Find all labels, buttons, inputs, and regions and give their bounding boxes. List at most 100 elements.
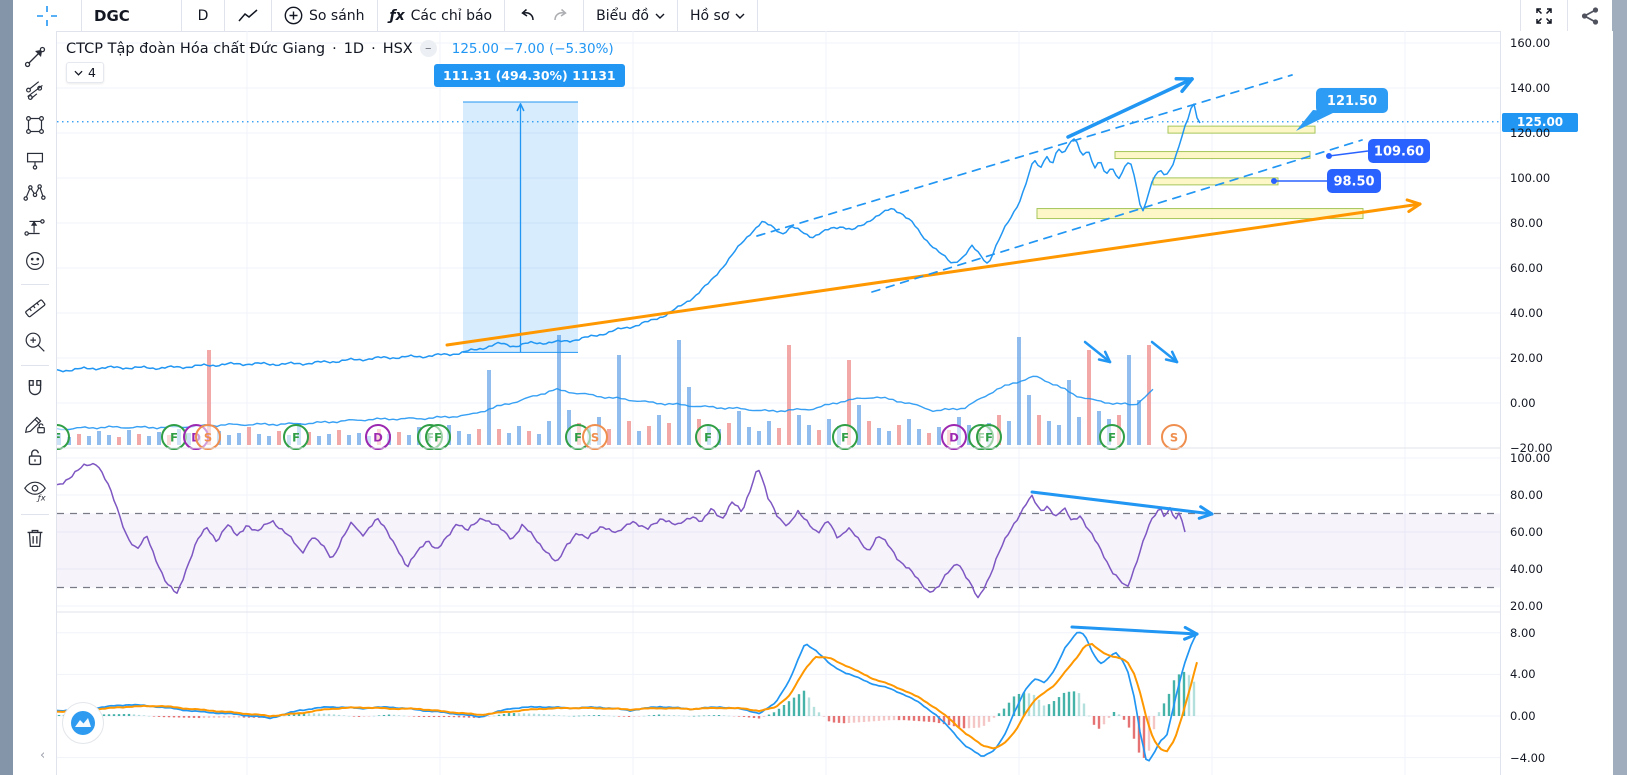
trend-arrow[interactable] [1150,340,1179,364]
event-marker[interactable]: F [161,424,187,450]
volume-bar [887,431,891,445]
trend-arrow[interactable] [1066,77,1194,139]
macd-histogram-bar [962,716,966,729]
ruler-tool[interactable] [18,291,52,325]
event-marker-letter: F [985,431,993,445]
profile-menu-button[interactable]: Hồ sơ [678,0,757,31]
price-flag[interactable]: 98.50 [1271,169,1381,193]
event-marker[interactable]: F [425,424,451,450]
object-tree-button[interactable]: 4 [66,62,104,83]
emoji-tool[interactable] [18,244,52,278]
callout-tool[interactable] [18,142,52,176]
volume-bar [1017,337,1021,445]
compare-button[interactable]: So sánh [272,0,377,31]
trash-tool[interactable] [18,521,52,555]
macd-histogram-bar [947,716,951,726]
projection-tool[interactable] [18,210,52,244]
price-flag[interactable]: 121.50 [1296,88,1388,131]
toolbar-collapse-icon[interactable]: ‹ [40,748,46,763]
platform-logo[interactable] [62,702,104,744]
hide-indicators-tool[interactable]: ƒx [18,474,52,508]
event-marker[interactable]: F [45,424,70,450]
macd-histogram-bar [1102,716,1106,725]
measure-tool-label[interactable]: 111.31 (494.30%) 11131 [434,64,625,87]
pitchfork-tool[interactable] [18,74,52,108]
macd-histogram-bar [457,716,461,718]
volume-bar [927,433,931,445]
event-marker[interactable]: F [976,424,1002,450]
toolbar-separator [504,0,506,31]
indicators-button[interactable]: ƒx Các chỉ báo [378,0,505,31]
support-resistance-zone[interactable] [1152,177,1279,186]
event-marker[interactable]: F [1099,424,1125,450]
event-marker[interactable]: S [1161,424,1187,450]
zoom-in-tool[interactable] [18,325,52,359]
event-marker[interactable]: F [283,424,309,450]
event-marker[interactable]: S [195,424,221,450]
event-marker[interactable]: F [832,424,858,450]
dashed-trendline[interactable] [756,74,1293,237]
support-resistance-zone[interactable] [1114,151,1311,160]
event-marker[interactable]: D [941,424,967,450]
crosshair-tool-button[interactable] [13,0,81,31]
interval-button[interactable]: D [182,0,224,31]
axis-tick-label: 100.00 [1510,451,1551,465]
flag-label: 109.60 [1374,145,1424,160]
event-marker[interactable]: S [582,424,608,450]
flag-body [1316,88,1388,113]
chart-legend[interactable]: CTCP Tập đoàn Hóa chất Đức Giang · 1D · … [66,40,614,57]
macd-histogram-bar [792,697,796,716]
trend-arrow[interactable] [1070,625,1199,636]
separator-dot: · [371,40,376,57]
support-resistance-zone[interactable] [1036,208,1364,220]
trend-arrow[interactable] [445,202,1422,347]
toolbar-separator [757,0,759,31]
macd-histogram-bar [767,714,771,716]
macd-histogram-bar [167,716,171,718]
share-button[interactable] [1568,0,1612,31]
macd-histogram-bar [282,715,286,717]
macd-histogram-bar [347,715,351,717]
xabcd-pattern-tool[interactable] [18,176,52,210]
fullscreen-button[interactable] [1521,0,1567,31]
chart-menu-button[interactable]: Biểu đồ [584,0,677,31]
volume-bar [277,431,281,445]
magnet-tool[interactable] [18,372,52,406]
macd-signal-line [57,642,1198,753]
collapse-legend-button[interactable]: – [419,40,437,57]
volume-bar [857,405,861,445]
lock-all-tool[interactable] [18,440,52,474]
price-axis[interactable]: 125.00 160.00 140.00 120.00 100.00 80.00 60.0… [1500,31,1613,775]
chart-title: CTCP Tập đoàn Hóa chất Đức Giang [66,40,326,57]
support-resistance-zone[interactable] [1167,125,1316,134]
volume-bar [937,427,941,445]
volume-bar [1037,415,1041,445]
trend-arrow[interactable] [1030,490,1214,516]
line-chart-icon [238,8,258,21]
symbol-button[interactable]: DGC [82,0,181,31]
undo-button[interactable] [505,0,549,31]
volume-bar [87,436,91,445]
dashed-trendline[interactable] [871,139,1363,293]
shapes-tool[interactable] [18,108,52,142]
event-marker[interactable]: F [695,424,721,450]
svg-text:ƒx: ƒx [35,492,45,502]
macd-histogram-bar [742,716,746,717]
current-price-axis-label[interactable]: 125.00 [1502,112,1578,132]
draw-lock-tool[interactable] [18,406,52,440]
event-marker-circle [582,424,608,450]
volume-bar [1067,380,1071,445]
macd-histogram-bar [972,716,976,728]
chart-style-button[interactable] [225,0,271,31]
macd-histogram-bar [532,713,536,716]
price-flag[interactable]: 109.60 [1326,139,1430,163]
redo-button[interactable] [549,0,583,31]
event-marker[interactable]: D [365,424,391,450]
right-edge-scroll-strip[interactable] [1612,0,1627,775]
trend-arrow[interactable] [1083,340,1112,364]
volume-bar [1007,421,1011,445]
trend-line-tool[interactable] [18,40,52,74]
